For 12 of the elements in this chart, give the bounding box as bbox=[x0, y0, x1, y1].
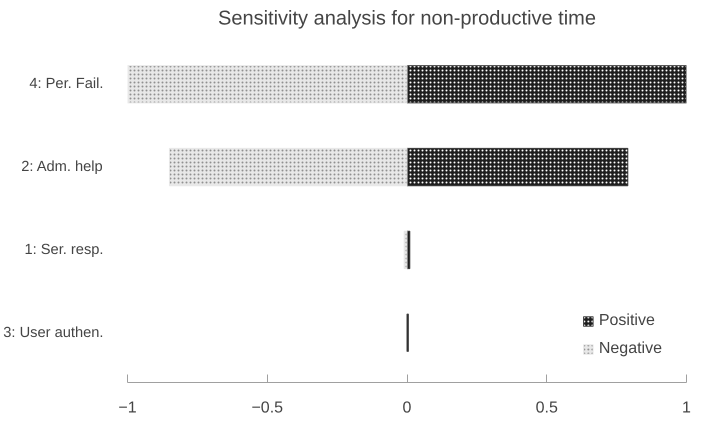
x-tick-label: 0 bbox=[402, 400, 412, 416]
legend-label: Negative bbox=[598, 340, 662, 358]
y-tick-label: 4: Per. Fail. bbox=[29, 76, 104, 92]
x-tick-label: −0.5 bbox=[251, 400, 284, 416]
y-tick-label: 1: Ser. resp. bbox=[24, 242, 104, 258]
legend-label: Positive bbox=[598, 312, 655, 330]
chart-title: Sensitivity analysis for non-productive time bbox=[218, 8, 596, 30]
x-tick-label: −1 bbox=[118, 400, 137, 416]
x-tick-label: 0.5 bbox=[536, 400, 558, 416]
x-tick-label: 1 bbox=[682, 400, 692, 416]
y-tick-label: 2: Adm. help bbox=[21, 159, 103, 176]
y-tick-label: 3: User authen. bbox=[3, 324, 104, 341]
